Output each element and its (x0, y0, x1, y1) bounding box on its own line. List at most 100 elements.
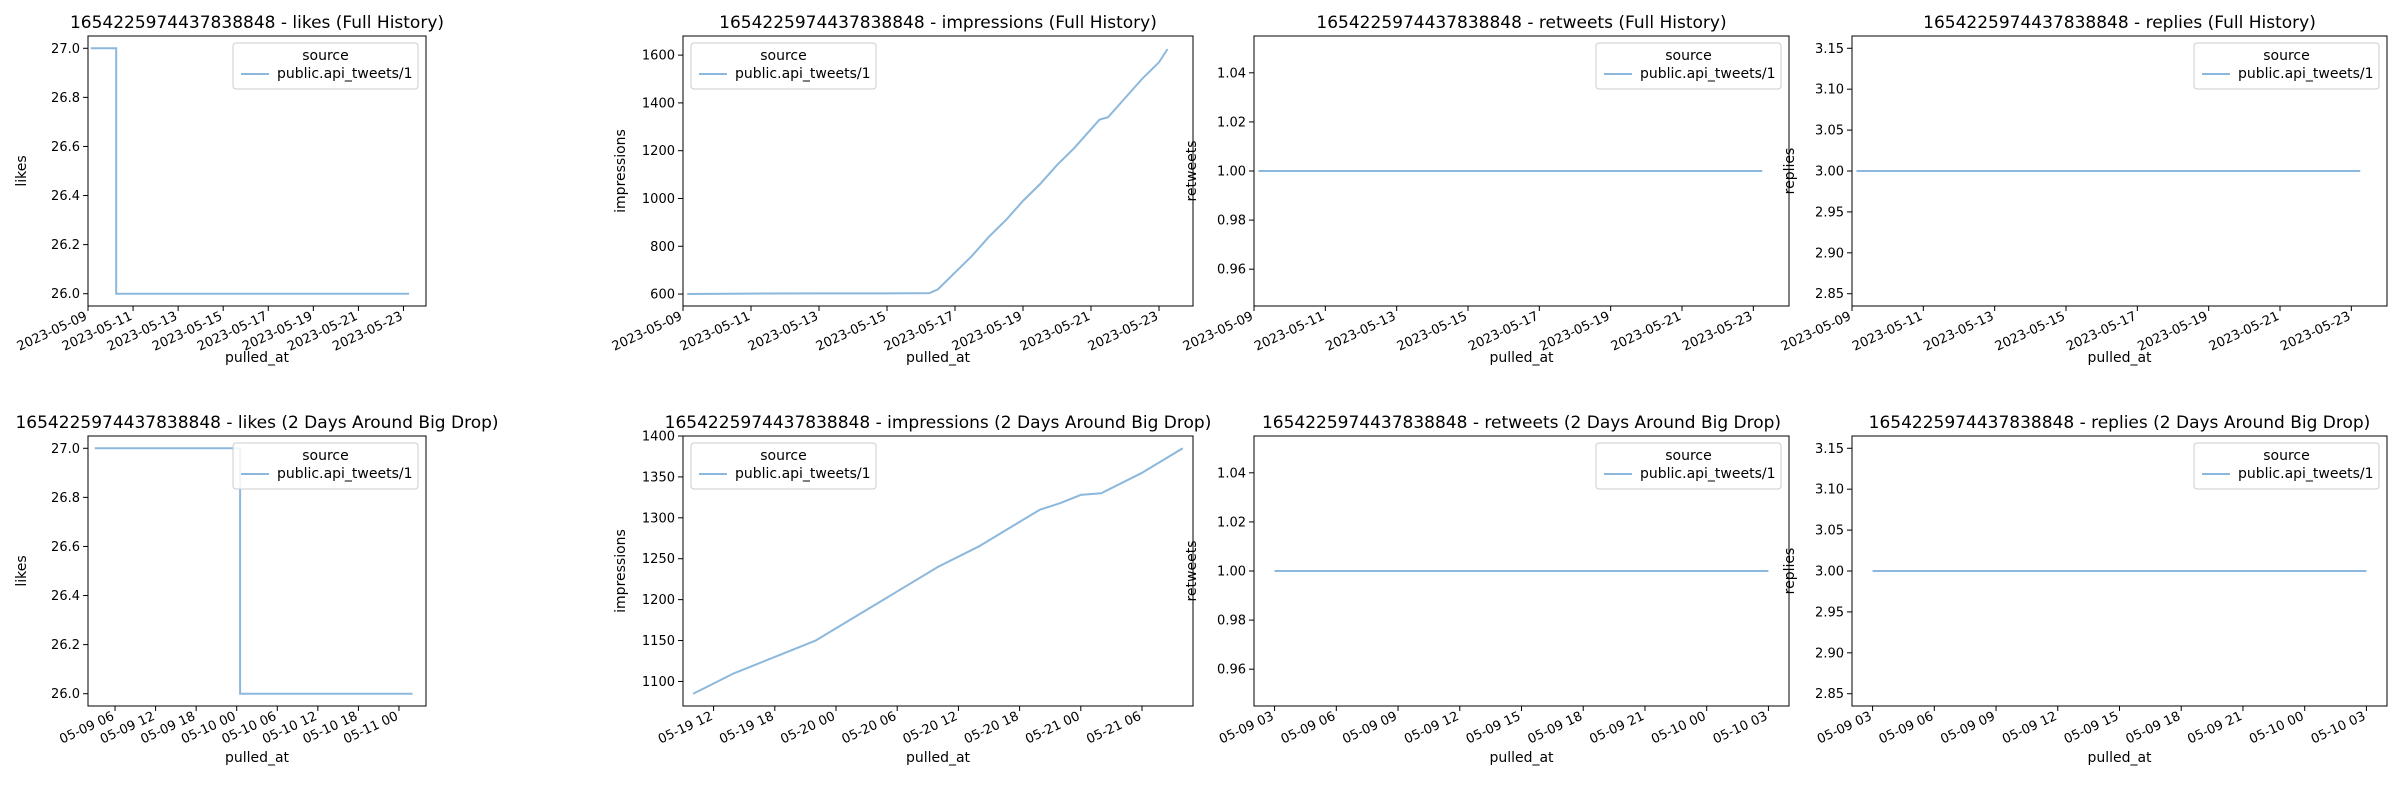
subplot-2: 1654225974437838848 - impressions (Full … (610, 13, 1194, 366)
legend-entry: public.api_tweets/1 (277, 466, 413, 482)
y-tick-label: 1300 (642, 511, 675, 526)
legend-entry: public.api_tweets/1 (1640, 66, 1776, 82)
y-tick-label: 1150 (642, 634, 675, 649)
y-tick-label: 3.00 (1815, 565, 1844, 580)
plot-frame (87, 435, 427, 707)
chart-title: 1654225974437838848 - likes (Full Histor… (70, 13, 444, 33)
y-tick-label: 3.15 (1815, 42, 1844, 57)
x-tick-label: 05-10 03 (1711, 709, 1770, 747)
x-tick-label: 05-09 06 (1877, 709, 1936, 747)
x-tick-label: 2023-05-11 (1252, 309, 1327, 355)
x-tick-label: 05-09 21 (2185, 709, 2244, 747)
legend-entry: public.api_tweets/1 (277, 66, 413, 82)
y-axis-label: impressions (613, 529, 629, 613)
y-tick-label: 1400 (642, 96, 675, 111)
y-tick-label: 1.00 (1217, 165, 1246, 180)
legend-entry: public.api_tweets/1 (1640, 466, 1776, 482)
x-tick-label: 2023-05-23 (2278, 309, 2353, 355)
x-tick-label: 2023-05-09 (1181, 309, 1256, 355)
legend-title: source (302, 48, 349, 64)
x-axis-label: pulled_at (906, 350, 971, 366)
y-axis-label: replies (1782, 148, 1798, 195)
legend: source public.api_tweets/1 (1595, 442, 1782, 490)
x-axis-label: pulled_at (906, 750, 971, 766)
y-tick-label: 3.10 (1815, 483, 1844, 498)
chart-title: 1654225974437838848 - retweets (2 Days A… (1262, 413, 1781, 433)
x-tick-label: 05-19 18 (717, 709, 776, 747)
x-tick-label: 2023-05-13 (746, 309, 821, 355)
plot-frame (1253, 435, 1790, 707)
x-tick-label: 05-10 00 (2247, 709, 2306, 747)
legend-box (2193, 42, 2380, 90)
y-tick-label: 3.10 (1815, 83, 1844, 98)
subplot-3: 1654225974437838848 - retweets (Full His… (1181, 13, 1790, 366)
legend-box (2193, 442, 2380, 490)
y-axis-label: retweets (1184, 540, 1200, 601)
y-tick-label: 800 (650, 240, 675, 255)
subplot-4: 1654225974437838848 - replies (Full Hist… (1779, 13, 2388, 366)
y-axis-label: likes (14, 155, 30, 186)
y-tick-label: 3.05 (1815, 524, 1844, 539)
plot-frame (682, 35, 1194, 307)
x-tick-label: 2023-05-23 (1086, 309, 1161, 355)
x-tick-label: 05-09 09 (1340, 709, 1399, 747)
y-tick-label: 26.2 (51, 638, 80, 653)
y-tick-label: 1100 (642, 675, 675, 690)
x-axis-label: pulled_at (225, 350, 290, 366)
legend: source public.api_tweets/1 (2193, 442, 2380, 490)
chart-title: 1654225974437838848 - replies (Full Hist… (1923, 13, 2316, 33)
series-line (687, 48, 1169, 296)
y-tick-label: 0.98 (1217, 214, 1246, 229)
legend: source public.api_tweets/1 (690, 442, 877, 490)
x-tick-label: 2023-05-17 (1466, 309, 1541, 355)
plot-frame (87, 35, 427, 307)
x-tick-label: 05-20 18 (962, 709, 1021, 747)
x-tick-label: 2023-05-17 (882, 309, 957, 355)
y-tick-label: 27.0 (51, 442, 80, 457)
x-axis-label: pulled_at (1489, 350, 1554, 366)
y-tick-label: 1000 (642, 192, 675, 207)
x-axis-label: pulled_at (225, 750, 290, 766)
legend-title: source (2263, 48, 2310, 64)
x-tick-label: 05-09 03 (1815, 709, 1874, 747)
y-tick-label: 26.6 (51, 540, 80, 555)
legend-title: source (760, 448, 807, 464)
y-tick-label: 3.15 (1815, 442, 1844, 457)
series-line (94, 447, 413, 695)
x-tick-label: 05-09 15 (2062, 709, 2121, 747)
x-tick-label: 05-10 00 (1649, 709, 1708, 747)
legend-box (690, 42, 877, 90)
x-tick-label: 2023-05-21 (2207, 309, 2282, 355)
y-tick-label: 1.02 (1217, 515, 1246, 530)
legend: source public.api_tweets/1 (232, 442, 419, 490)
y-tick-label: 26.6 (51, 140, 80, 155)
y-tick-label: 2.90 (1815, 246, 1844, 261)
y-tick-label: 27.0 (51, 42, 80, 57)
x-tick-label: 05-09 12 (1402, 709, 1461, 747)
legend: source public.api_tweets/1 (690, 42, 877, 90)
legend-title: source (1665, 448, 1712, 464)
y-tick-label: 26.2 (51, 238, 80, 253)
x-tick-label: 2023-05-23 (1680, 309, 1755, 355)
x-tick-label: 05-09 21 (1587, 709, 1646, 747)
x-tick-label: 05-20 06 (840, 709, 899, 747)
x-tick-label: 2023-05-21 (1609, 309, 1684, 355)
y-tick-label: 1250 (642, 552, 675, 567)
y-tick-label: 0.96 (1217, 263, 1246, 278)
y-tick-label: 1200 (642, 593, 675, 608)
x-tick-label: 05-09 18 (1526, 709, 1585, 747)
x-tick-label: 05-20 00 (778, 709, 837, 747)
x-tick-label: 2023-05-15 (814, 309, 889, 355)
y-tick-label: 1200 (642, 144, 675, 159)
y-tick-label: 2.85 (1815, 687, 1844, 702)
x-tick-label: 2023-05-11 (678, 309, 753, 355)
y-tick-label: 26.4 (51, 189, 80, 204)
y-tick-label: 26.0 (51, 687, 80, 702)
legend-entry: public.api_tweets/1 (2238, 466, 2374, 482)
y-tick-label: 0.96 (1217, 663, 1246, 678)
legend-box (232, 442, 419, 490)
x-tick-label: 05-09 12 (2000, 709, 2059, 747)
legend-entry: public.api_tweets/1 (735, 66, 871, 82)
legend: source public.api_tweets/1 (2193, 42, 2380, 90)
x-tick-label: 05-19 12 (656, 709, 715, 747)
